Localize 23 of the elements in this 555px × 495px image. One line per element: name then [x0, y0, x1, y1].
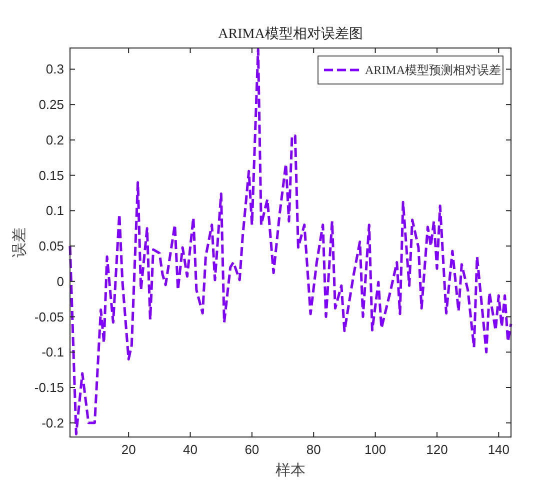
x-axis-title: 样本 — [276, 462, 306, 479]
x-tick-label: 60 — [244, 442, 260, 457]
y-tick-label: -0.15 — [34, 380, 64, 395]
line-series — [68, 48, 512, 436]
y-tick-label: 0.1 — [46, 203, 64, 218]
x-tick-label: 80 — [306, 442, 321, 457]
y-tick-label: 0.25 — [38, 97, 64, 112]
y-tick-label: 0.2 — [46, 132, 64, 148]
x-tick-label: 20 — [121, 442, 136, 457]
y-tick-label: -0.2 — [42, 415, 64, 430]
y-tick-label: 0.15 — [38, 168, 64, 183]
y-tick-label: -0.05 — [34, 309, 64, 324]
x-tick-label: 40 — [183, 442, 198, 457]
y-tick-label: 0.05 — [38, 238, 64, 254]
x-tick-label: 120 — [426, 442, 448, 457]
chart-title: ARIMA模型相对误差图 — [218, 26, 363, 42]
y-axis-title: 误差 — [11, 228, 28, 258]
y-tick-label: -0.1 — [42, 344, 64, 360]
y-tick-label: 0.3 — [46, 62, 64, 77]
legend-label: ARIMA模型预测相对误差 — [365, 63, 502, 77]
y-tick-label: 0 — [56, 274, 64, 289]
x-tick-label: 100 — [364, 442, 386, 457]
x-tick-label: 140 — [488, 442, 510, 457]
